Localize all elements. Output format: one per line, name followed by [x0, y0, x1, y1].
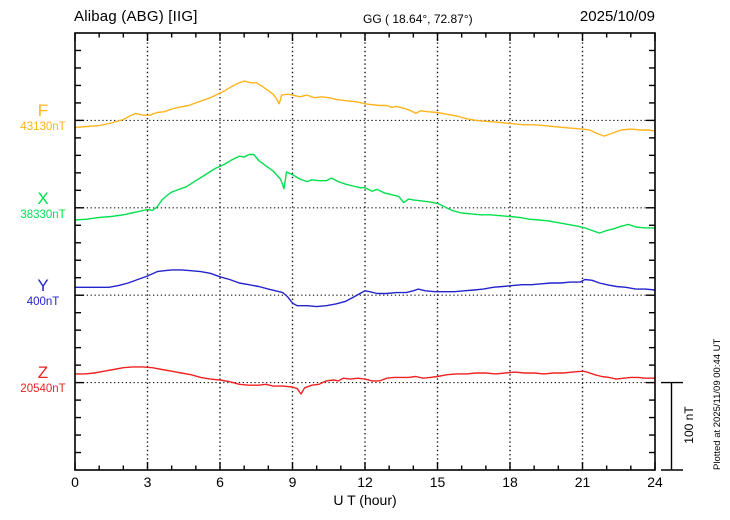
- x-tick-label: 21: [574, 474, 591, 490]
- series-x-label-block: X 38330nT: [14, 190, 72, 222]
- trace-X: [74, 153, 656, 234]
- series-z-baseline-value: 20540nT: [20, 383, 66, 395]
- x-tick-label: 6: [216, 474, 224, 490]
- x-tick-label: 3: [143, 474, 152, 490]
- x-tick-label: 24: [647, 474, 663, 490]
- series-x-letter: X: [37, 189, 49, 208]
- series-x-baseline-value: 38330nT: [20, 209, 66, 221]
- series-y-label-block: Y 400nT: [14, 277, 72, 309]
- plot-date: 2025/10/09: [579, 8, 655, 25]
- trace-Z: [74, 366, 656, 395]
- x-tick-label: 12: [357, 474, 373, 490]
- x-axis-title: U T (hour): [333, 492, 397, 508]
- scale-bar-label: 100 nT: [682, 406, 696, 444]
- series-f-baseline-value: 43130nT: [20, 121, 66, 133]
- series-z-letter: Z: [37, 363, 49, 382]
- series-f-letter: F: [37, 101, 49, 120]
- station-title: Alibag (ABG) [IIG]: [74, 8, 198, 25]
- trace-Y: [74, 269, 656, 308]
- geo-coordinates: GG ( 18.64°, 72.87°): [363, 12, 473, 26]
- series-z-label-block: Z 20540nT: [14, 364, 72, 396]
- series-f-label-block: F 43130nT: [14, 102, 72, 134]
- x-tick-label: 18: [502, 474, 518, 490]
- x-tick-label: 0: [71, 474, 79, 490]
- x-tick-label: 15: [429, 474, 446, 490]
- x-tick-label: 9: [288, 474, 297, 490]
- series-y-baseline-value: 400nT: [26, 296, 60, 308]
- trace-F: [74, 80, 656, 137]
- plotted-timestamp: Plotted at 2025/11/09 00:44 UT: [712, 338, 723, 470]
- series-y-letter: Y: [37, 276, 49, 295]
